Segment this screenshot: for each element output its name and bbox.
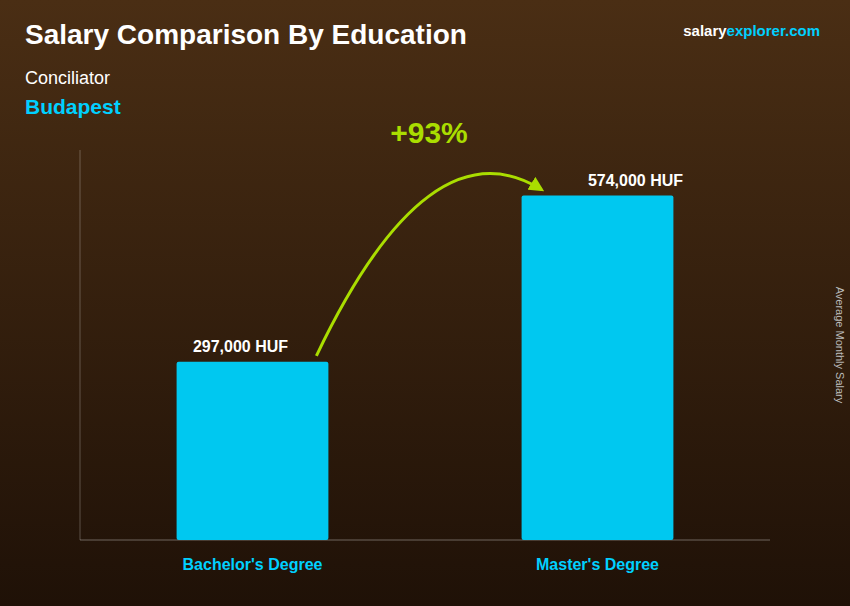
site-part: salary: [683, 22, 727, 39]
bar: [522, 196, 674, 540]
y-axis-line: [80, 150, 81, 540]
subtitle: Conciliator: [25, 68, 110, 88]
change-label: +93%: [390, 116, 468, 149]
title: Salary Comparison By Education: [25, 19, 467, 50]
data-label: 574,000 HUF: [588, 172, 683, 189]
site-name: salaryexplorer.com: [683, 22, 820, 39]
category-label: Master's Degree: [536, 556, 659, 573]
change-arrow: [316, 174, 541, 356]
chart-svg: Salary Comparison By Education Conciliato…: [0, 0, 850, 606]
bars: [177, 196, 674, 540]
category-label: Bachelor's Degree: [183, 556, 323, 573]
background: [0, 0, 850, 606]
y-axis-label: Average Monthly Salary: [834, 287, 846, 404]
data-label: 297,000 HUF: [193, 338, 288, 355]
site-part: explorer.com: [727, 22, 820, 39]
chart-container: Salary Comparison By Education Conciliato…: [0, 0, 850, 606]
bar: [177, 362, 329, 540]
location: Budapest: [25, 95, 121, 118]
